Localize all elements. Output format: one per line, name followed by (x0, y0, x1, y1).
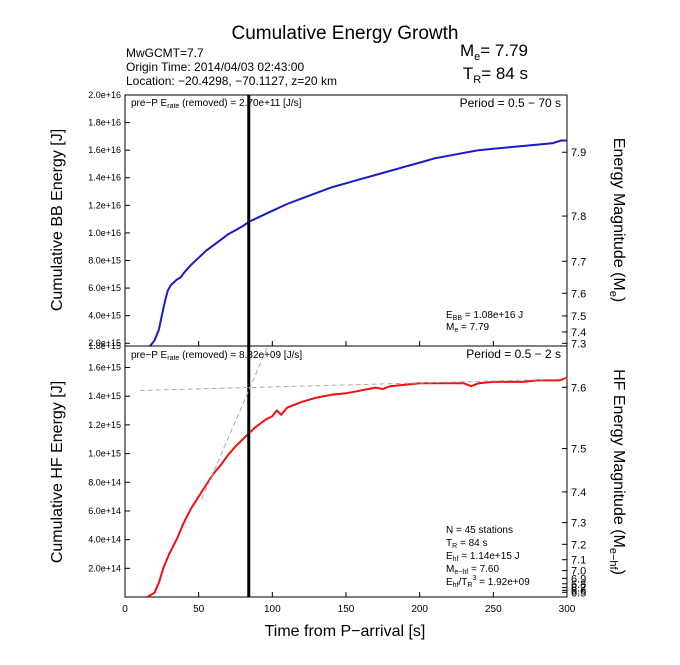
hf-magnitude-tick-label: 6.9 (571, 573, 586, 585)
origin-time: Origin Time: 2014/04/03 02:43:00 (126, 60, 304, 74)
hf-rupture-duration: TR = 84 s (446, 538, 487, 550)
hf-ytick-label: 1.2e+15 (88, 420, 121, 430)
bb-ytick-label: 1.2e+16 (88, 200, 121, 210)
hf-station-count: N = 45 stations (446, 525, 513, 536)
bb-period: Period = 0.5 − 70 s (460, 96, 561, 110)
hf-magnitude-tick-label: 7.2 (571, 539, 586, 551)
bb-ytick-label: 1.0e+16 (88, 228, 121, 238)
bb-magnitude-tick-label: 7.7 (571, 256, 586, 268)
bb-ytick-label: 6.0e+15 (88, 283, 121, 293)
bb-magnitude-tick-label: 7.4 (571, 327, 586, 339)
hf-magnitude-tick-label: 6.7 (571, 583, 586, 595)
hf-prep-rate: pre−P Erate (removed) = 8.82e+09 [J/s] (131, 350, 302, 362)
bb-ytick-label: 2.0e+15 (88, 338, 121, 348)
hf-energy-value: Ehf = 1.14e+15 J (446, 551, 520, 563)
x-tick-label: 150 (338, 604, 355, 615)
energy-magnitude-header: Me= 7.79 (460, 41, 528, 63)
rupture-duration-header: TR= 84 s (463, 64, 528, 86)
hf-ytick-label: 4.0e+14 (88, 535, 121, 545)
bb-ytick-label: 2.0e+16 (88, 90, 121, 100)
event-magnitude: MwGCMT=7.7 (126, 46, 204, 60)
hf-ytick-label: 8.0e+14 (88, 477, 121, 487)
bb-ytick-label: 1.4e+16 (88, 173, 121, 183)
bb-magnitude-tick-label: 7.5 (571, 311, 586, 323)
bb-prep-rate: pre−P Erate (removed) = 2.70e+11 [J/s] (131, 98, 302, 110)
hf-magnitude-tick-label: 7.5 (571, 444, 586, 456)
hf-ytick-label: 1.4e+15 (88, 391, 121, 401)
x-tick-label: 250 (485, 604, 502, 615)
figure-title: Cumulative Energy Growth (231, 23, 458, 44)
bb-magnitude-tick-label: 7.6 (571, 288, 586, 300)
hf-magnitude-value: Me−hf = 7.60 (446, 564, 499, 576)
x-tick-label: 0 (122, 604, 128, 615)
bb-energy-curve (149, 139, 567, 347)
hf-ytick-label: 1.0e+15 (88, 449, 121, 459)
hf-energy-ratio: Ehf/TR3 = 1.92e+09 (446, 575, 530, 589)
bb-magnitude-tick-label: 7.9 (571, 147, 586, 159)
hf-magnitude-axis-label: HF Energy Magnitude (Me−hf) (607, 369, 627, 575)
hf-magnitude-tick-label: 6.6 (571, 585, 586, 597)
bb-ytick-label: 4.0e+15 (88, 311, 121, 321)
hf-ylabel: Cumulative HF Energy [J] (49, 381, 66, 563)
bb-energy-panel: 1.8e+152.0e+15 4.0e+15 6.0e+15 8.0e+15 1.0e+… (88, 90, 586, 351)
bb-magnitude-axis-label: Energy Magnitude (Me) (607, 138, 627, 302)
hf-energy-curve (146, 376, 568, 598)
x-tick-label: 100 (264, 604, 281, 615)
hf-magnitude-tick-label: 7.6 (571, 382, 586, 394)
bb-ylabel: Cumulative BB Energy [J] (49, 129, 66, 311)
hf-magnitude-tick-label: 7.0 (571, 566, 586, 578)
bb-plot-frame (124, 94, 568, 347)
hf-magnitude-tick-label: 7.1 (571, 555, 586, 567)
hf-magnitude-tick-label: 7.3 (571, 518, 586, 530)
hf-period: Period = 0.5 − 2 s (466, 347, 561, 361)
bb-magnitude-value: Me = 7.79 (446, 322, 490, 334)
bb-ytick-label: 1.8e+15 (88, 341, 121, 351)
hf-magnitude-tick-label: 7.4 (571, 487, 586, 499)
hf-ytick-label: 1.6e+15 (88, 363, 121, 373)
bb-ytick-label: 8.0e+15 (88, 255, 121, 265)
hf-ytick-label: 2.0e+14 (88, 563, 121, 573)
event-location: Location: −20.4298, −70.1127, z=20 km (126, 74, 337, 88)
hf-slope-guide (201, 345, 269, 500)
bb-ytick-label: 1.6e+16 (88, 145, 121, 155)
hf-magnitude-tick-label: 6.8 (571, 579, 586, 591)
hf-energy-panel: 2.0e+14 4.0e+14 6.0e+14 8.0e+14 1.0e+15 1.2e+… (88, 345, 586, 615)
hf-plateau-guide (139, 378, 568, 391)
hf-magnitude-tick-label: 6.5 (571, 587, 586, 599)
x-tick-label: 50 (193, 604, 205, 615)
hf-ytick-label: 6.0e+14 (88, 506, 121, 516)
bb-energy-value: EBB = 1.08e+16 J (446, 310, 523, 322)
bb-magnitude-tick-label: 7.8 (571, 211, 586, 223)
x-tick-label: 200 (411, 604, 428, 615)
bb-ytick-label: 1.8e+16 (88, 118, 121, 128)
bb-magnitude-tick-label: 7.3 (571, 338, 586, 350)
x-tick-label: 300 (559, 604, 576, 615)
x-axis-label: Time from P−arrival [s] (265, 623, 426, 640)
